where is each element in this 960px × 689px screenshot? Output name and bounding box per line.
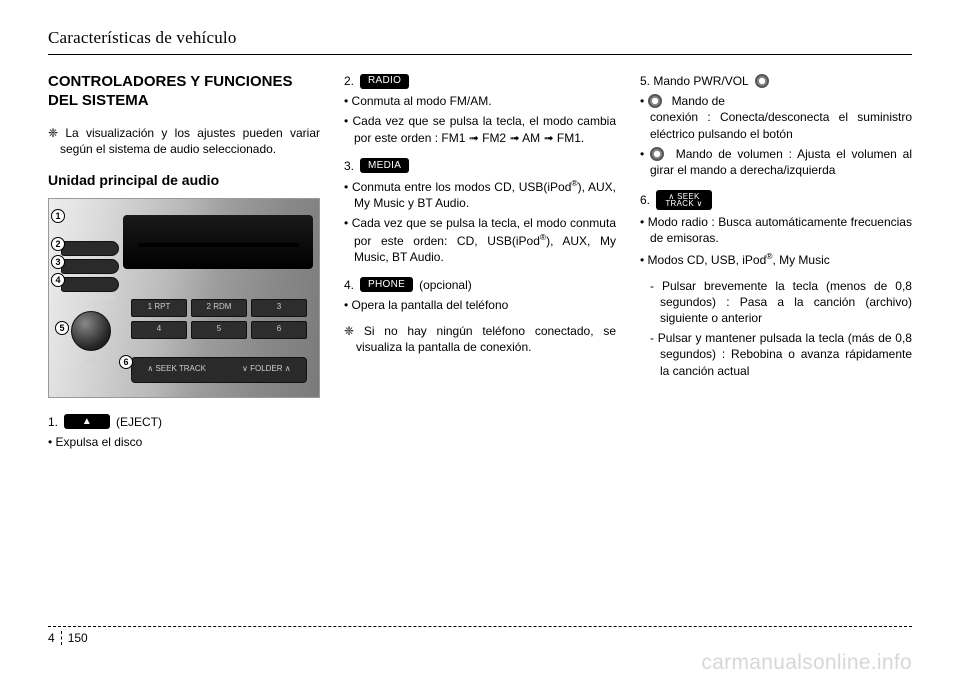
media-key-icon: MEDIA [360,158,409,173]
item-4-post: (opcional) [419,277,472,293]
callout-1: 1 [51,209,65,223]
item-4-num: 4. [344,277,354,293]
item-4-bullet-1: Opera la pantalla del teléfono [344,297,616,313]
intro-note: ❈ La visualización y los ajustes pueden … [48,125,320,157]
preset: 3 [251,299,307,317]
header-title: Características de vehículo [48,28,912,52]
knob-icon [755,74,769,88]
watermark: carmanualsonline.info [701,651,912,675]
page: Características de vehículo CONTROLADORE… [0,0,960,689]
item-6-num: 6. [640,192,650,208]
section-title: CONTROLADORES Y FUNCIONES DEL SISTEMA [48,73,320,111]
item-6-dash-1: Pulsar brevemente la tecla (menos de 0,8… [650,278,912,327]
vol-label: VOL [85,357,99,366]
item-3-bullet-1: Conmuta entre los modos CD, USB(iPod®), … [344,178,616,211]
seek-track-key-icon: ∧ SEEK TRACK ∨ [656,190,712,210]
item-3-num: 3. [344,158,354,174]
preset: 4 [131,321,187,339]
item-2-bullet-1: Conmuta al modo FM/AM. [344,93,616,109]
column-2: 2. RADIO Conmuta al modo FM/AM. Cada vez… [344,73,616,460]
phone-key-icon: PHONE [360,277,413,292]
item-5-bullet-1: Mando deconexión : Conecta/desconecta el… [640,93,912,142]
preset: 2 RDM [191,299,247,317]
power-label: POWER PUSH [73,295,114,303]
knob-icon [648,94,662,108]
footer: 4 150 [48,626,912,645]
column-3: 5. Mando PWR/VOL Mando deconexión : Cone… [640,73,912,460]
item-1-bullet: Expulsa el disco [48,434,320,450]
radio-key-icon: RADIO [360,74,409,89]
callout-6: 6 [119,355,133,369]
subhead-audio-unit: Unidad principal de audio [48,171,320,190]
footer-page: 150 [62,631,88,645]
preset: 1 RPT [131,299,187,317]
callout-3: 3 [51,255,65,269]
item-2-bullet-2: Cada vez que se pulsa la tecla, el modo … [344,113,616,145]
item-2-num: 2. [344,73,354,89]
columns: CONTROLADORES Y FUNCIONES DEL SISTEMA ❈ … [48,73,912,460]
item-5-bullet-2: Mando de volumen : Ajusta el volumen al … [640,146,912,178]
item-6-bullet-2: Modos CD, USB, iPod®, My Music [640,251,912,268]
item-3-bullet-2: Cada vez que se pulsa la tecla, el modo … [344,215,616,265]
item-1-num: 1. [48,414,58,430]
seek-label-l: ∧ SEEK TRACK [147,364,206,375]
preset: 5 [191,321,247,339]
header-rule [48,54,912,55]
item-5-line: 5. Mando PWR/VOL [640,73,749,89]
eject-key-icon: ▲ [64,414,110,429]
preset: 6 [251,321,307,339]
seek-label-r: ∨ FOLDER ∧ [242,364,291,375]
column-1: CONTROLADORES Y FUNCIONES DEL SISTEMA ❈ … [48,73,320,460]
item-1-line: 1. ▲ (EJECT) [48,414,320,430]
item-4-note: ❈ Si no hay ningún teléfono conectado, s… [344,323,616,355]
item-6-bullet-1: Modo radio : Busca automáticamente frecu… [640,214,912,246]
audio-unit-photo: 1 2 3 4 5 1 RPT 2 RDM 3 4 5 6 ∧ SEEK TRA… [48,198,320,398]
footer-chapter: 4 [48,631,62,645]
knob-icon [650,147,664,161]
item-6-dash-2: Pulsar y mantener pulsada la tecla (más … [650,330,912,379]
callout-4: 4 [51,273,65,287]
item-1-post: (EJECT) [116,414,162,430]
callout-5: 5 [55,321,69,335]
callout-2: 2 [51,237,65,251]
